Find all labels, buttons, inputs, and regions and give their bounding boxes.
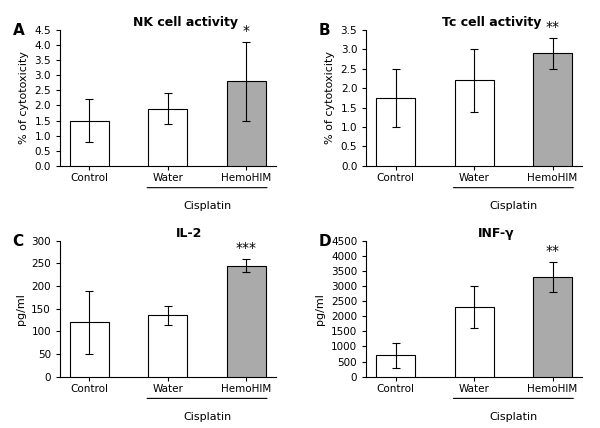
Title: INF-γ: INF-γ — [478, 226, 514, 240]
Text: Cisplatin: Cisplatin — [183, 201, 231, 211]
Y-axis label: pg/ml: pg/ml — [16, 293, 26, 324]
Title: IL-2: IL-2 — [176, 226, 203, 240]
Bar — [455, 307, 494, 377]
Y-axis label: % of cytotoxicity: % of cytotoxicity — [325, 51, 335, 144]
Bar — [70, 121, 109, 166]
Bar — [148, 315, 187, 377]
Bar — [455, 80, 494, 166]
Text: Cisplatin: Cisplatin — [489, 201, 538, 211]
Y-axis label: % of cytotoxicity: % of cytotoxicity — [19, 51, 29, 144]
Bar — [533, 277, 572, 377]
Text: Cisplatin: Cisplatin — [489, 412, 538, 422]
Bar — [227, 266, 266, 377]
Bar — [148, 109, 187, 166]
Bar — [227, 81, 266, 166]
Y-axis label: pg/ml: pg/ml — [316, 293, 325, 324]
Text: A: A — [13, 23, 24, 38]
Text: B: B — [319, 23, 331, 38]
Text: **: ** — [545, 20, 560, 34]
Bar — [376, 98, 415, 166]
Text: D: D — [319, 234, 331, 249]
Bar — [533, 53, 572, 166]
Title: Tc cell activity: Tc cell activity — [442, 16, 541, 29]
Title: NK cell activity: NK cell activity — [133, 16, 238, 29]
Text: Cisplatin: Cisplatin — [183, 412, 231, 422]
Text: **: ** — [545, 244, 560, 258]
Text: *: * — [243, 24, 250, 38]
Bar — [376, 356, 415, 377]
Text: C: C — [13, 234, 23, 249]
Text: ***: *** — [236, 241, 257, 255]
Bar — [70, 322, 109, 377]
